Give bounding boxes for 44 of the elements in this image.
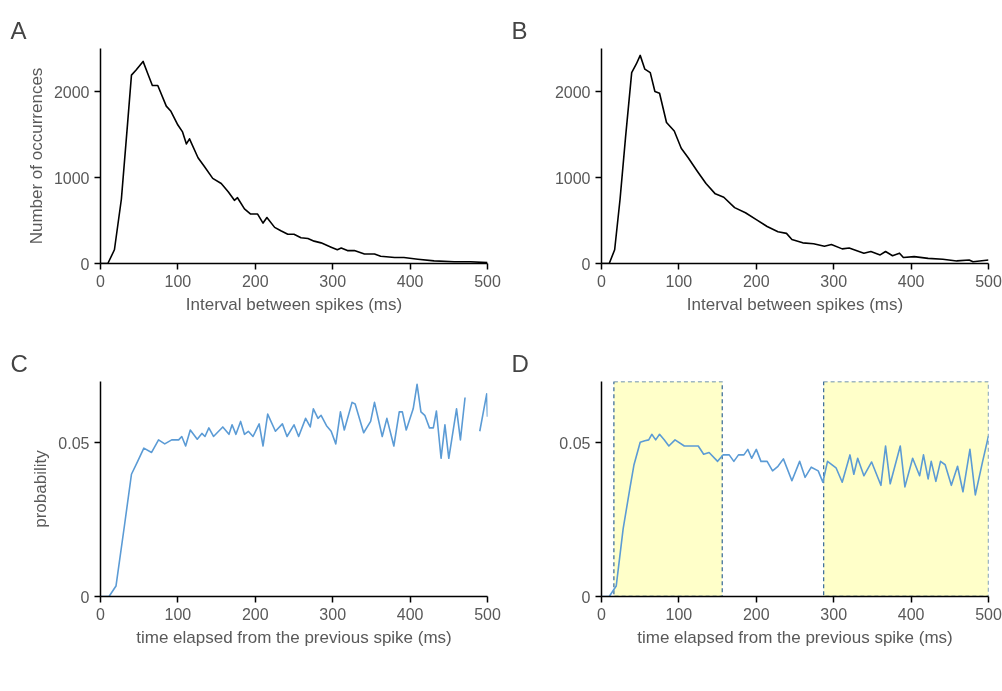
x-axis-title: Interval between spikes (ms) bbox=[185, 294, 403, 314]
x-tick-label: 400 bbox=[897, 605, 925, 623]
x-tick-label: 200 bbox=[742, 605, 770, 623]
x-tick-label: 100 bbox=[164, 605, 192, 623]
x-tick-label: 500 bbox=[474, 605, 501, 623]
x-tick-label: 100 bbox=[665, 272, 693, 290]
chart-title: C bbox=[10, 349, 28, 377]
x-tick-label: 200 bbox=[241, 605, 269, 623]
y-tick-label: 0 bbox=[581, 255, 591, 273]
x-tick-label: 500 bbox=[975, 272, 1002, 290]
x-axis-title: time elapsed from the previous spike (ms) bbox=[136, 627, 452, 647]
y-tick-label: 2000 bbox=[53, 83, 90, 101]
x-tick-label: 400 bbox=[897, 272, 925, 290]
chart-title: D bbox=[511, 349, 529, 377]
y-axis-title: probability bbox=[31, 449, 51, 528]
y-tick-label: 0 bbox=[581, 588, 591, 606]
x-tick-label: 100 bbox=[164, 272, 192, 290]
x-tick-label: 0 bbox=[96, 272, 106, 290]
x-tick-label: 400 bbox=[396, 272, 424, 290]
x-axis-title: Interval between spikes (ms) bbox=[686, 294, 904, 314]
x-tick-label: 300 bbox=[820, 272, 848, 290]
y-tick-label: 0 bbox=[80, 588, 90, 606]
y-tick-label: 0.05 bbox=[58, 434, 90, 452]
x-tick-label: 400 bbox=[396, 605, 424, 623]
x-tick-label: 500 bbox=[975, 605, 1002, 623]
chart-title: A bbox=[10, 16, 27, 44]
x-tick-label: 0 bbox=[96, 605, 106, 623]
x-tick-label: 300 bbox=[820, 605, 848, 623]
x-axis-title: time elapsed from the previous spike (ms) bbox=[637, 627, 953, 647]
x-tick-label: 300 bbox=[319, 272, 347, 290]
y-tick-label: 1000 bbox=[53, 169, 90, 187]
x-tick-label: 300 bbox=[319, 605, 347, 623]
y-axis-title: Number of occurrences bbox=[26, 67, 46, 245]
x-tick-label: 500 bbox=[474, 272, 501, 290]
chart-title: B bbox=[511, 16, 528, 44]
x-tick-label: 0 bbox=[597, 272, 607, 290]
y-tick-label: 2000 bbox=[554, 83, 591, 101]
x-tick-label: 0 bbox=[597, 605, 607, 623]
y-tick-label: 0 bbox=[80, 255, 90, 273]
x-tick-label: 200 bbox=[241, 272, 269, 290]
y-tick-label: 1000 bbox=[554, 169, 591, 187]
x-tick-label: 200 bbox=[742, 272, 770, 290]
x-tick-label: 100 bbox=[665, 605, 693, 623]
y-tick-label: 0.05 bbox=[559, 434, 591, 452]
